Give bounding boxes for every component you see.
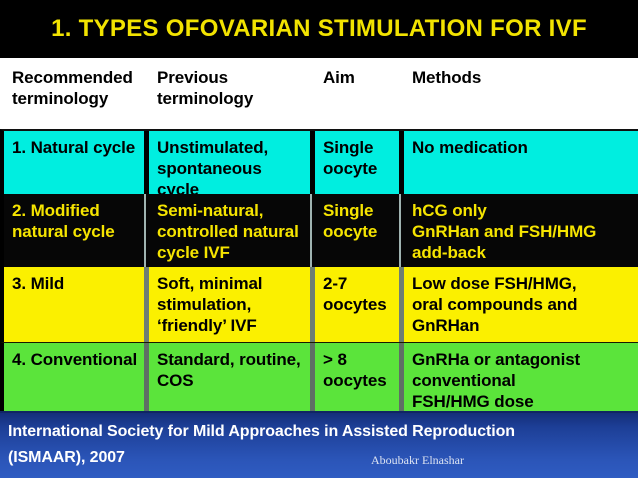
table-cell: 2-7 oocytes xyxy=(310,267,399,342)
table-row-natural-cycle: 1. Natural cycle Unstimulated, spontaneo… xyxy=(0,129,638,194)
table-row-conventional: 4. Conventional Standard, routine, COS >… xyxy=(0,343,638,411)
table-cell: Unstimulated, spontaneous cycle xyxy=(144,131,310,194)
table-row-modified-natural-cycle: 2. Modified natural cycle Semi-natural, … xyxy=(0,194,638,267)
table-cell: Single oocyte xyxy=(310,131,399,194)
table-cell: 1. Natural cycle xyxy=(12,138,136,157)
table-cell: Standard, routine, COS xyxy=(144,343,310,411)
table-cell: Single oocyte xyxy=(310,194,399,267)
column-header-methods: Methods xyxy=(399,58,638,129)
table-row-mild: 3. Mild Soft, minimal stimulation, ‘frie… xyxy=(0,267,638,343)
table-cell: Low dose FSH/HMG, oral compounds and GnR… xyxy=(399,267,638,342)
footer-citation: International Society for Mild Approache… xyxy=(8,423,515,466)
table-cell: 2. Modified natural cycle xyxy=(12,201,115,241)
table-cell: 4. Conventional xyxy=(12,350,138,369)
table-cell: Semi-natural, controlled natural cycle I… xyxy=(144,194,310,267)
title-band: 1. TYPES OFOVARIAN STIMULATION FOR IVF xyxy=(0,0,638,58)
column-header-recommended-terminology: Recommended terminology xyxy=(12,68,133,108)
column-header-previous-terminology: Previous terminology xyxy=(144,58,310,129)
footer-band: International Society for Mild Approache… xyxy=(0,411,638,478)
page-title: 1. TYPES OFOVARIAN STIMULATION FOR IVF xyxy=(51,15,587,42)
table-cell: hCG only GnRHan and FSH/HMG add-back xyxy=(399,194,638,267)
table-cell: 3. Mild xyxy=(12,274,65,293)
table-cell: Soft, minimal stimulation, ‘friendly’ IV… xyxy=(144,267,310,342)
terminology-table: Recommended terminology Previous termino… xyxy=(0,58,638,411)
table-cell: > 8 oocytes xyxy=(310,343,399,411)
table-header-row: Recommended terminology Previous termino… xyxy=(0,58,638,129)
author-credit: Aboubakr Elnashar xyxy=(371,453,464,467)
table-cell: GnRHa or antagonist conventional FSH/HMG… xyxy=(399,343,638,411)
table-cell: No medication xyxy=(399,131,638,194)
column-header-aim: Aim xyxy=(310,58,399,129)
